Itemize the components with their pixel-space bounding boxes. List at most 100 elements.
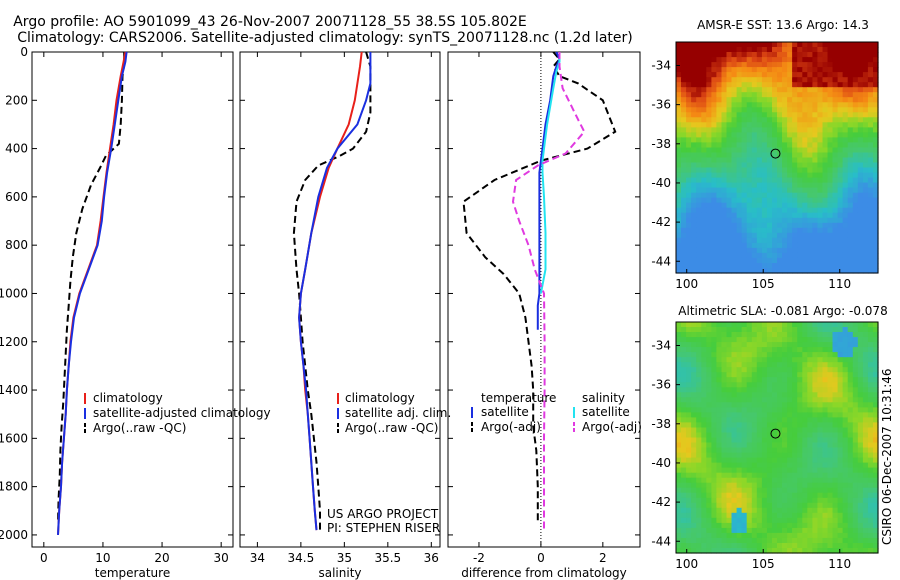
map-cell	[837, 182, 844, 189]
map-cell	[817, 367, 823, 373]
map-cell	[676, 147, 682, 154]
map-cell	[756, 487, 763, 494]
map-cell	[847, 472, 854, 479]
map-cell	[746, 112, 753, 118]
map-cell	[827, 57, 834, 63]
map-cell	[701, 197, 707, 204]
map-cell	[867, 102, 874, 108]
map-cell	[772, 412, 778, 418]
map-cell	[701, 382, 707, 388]
map-cell	[862, 237, 869, 244]
map-cell	[691, 487, 697, 494]
map-cell	[716, 162, 722, 169]
map-cell	[817, 232, 823, 239]
x-tick-label: 20	[154, 551, 169, 565]
map-cell	[772, 367, 778, 373]
map-cell	[862, 172, 869, 179]
map-cell	[837, 482, 844, 489]
map-cell	[847, 432, 854, 439]
map-cell	[802, 462, 808, 469]
map-cell	[873, 207, 879, 214]
x-tick-label: 110	[828, 557, 851, 571]
map-cell	[761, 507, 768, 514]
map-cell	[787, 247, 793, 254]
map-cell	[746, 412, 753, 418]
map-cell	[867, 327, 874, 333]
map-cell	[852, 502, 859, 509]
map-cell	[777, 532, 783, 539]
map-cell	[873, 257, 879, 264]
map-cell	[787, 132, 793, 138]
map-cell	[721, 232, 728, 239]
map-cell	[827, 52, 834, 58]
map-cell	[873, 202, 879, 209]
map-cell	[867, 407, 874, 413]
map-cell	[731, 407, 738, 413]
map-cell	[751, 517, 758, 524]
map-cell	[772, 472, 778, 479]
map-cell	[746, 162, 753, 169]
map-cell	[761, 357, 768, 363]
map-cell	[736, 352, 743, 358]
map-cell	[746, 457, 753, 464]
map-cell	[842, 182, 849, 189]
map-cell	[792, 167, 798, 174]
map-cell	[772, 377, 778, 383]
map-cell	[686, 72, 692, 78]
map-cell	[676, 252, 682, 259]
map-cell	[676, 127, 682, 133]
map-cell	[731, 197, 738, 204]
map-cell	[681, 517, 687, 524]
map-cell	[751, 422, 758, 428]
map-cell	[857, 532, 864, 539]
map-cell	[812, 427, 818, 434]
map-cell	[756, 102, 763, 108]
map-cell	[802, 327, 808, 333]
map-cell	[741, 147, 748, 154]
map-cell	[867, 472, 874, 479]
map-cell	[681, 422, 687, 428]
map-cell	[691, 402, 697, 408]
map-cell	[716, 212, 722, 219]
map-cell	[827, 392, 834, 398]
map-cell	[686, 87, 692, 93]
map-cell	[746, 268, 753, 274]
map-cell	[746, 242, 753, 249]
map-cell	[681, 377, 687, 383]
map-cell	[797, 227, 803, 234]
map-cell	[782, 377, 788, 383]
map-cell	[857, 382, 864, 388]
map-cell	[772, 502, 778, 509]
map-cell	[822, 402, 829, 408]
map-cell	[837, 407, 844, 413]
map-cell	[847, 192, 854, 199]
map-cell	[862, 77, 869, 83]
map-cell	[782, 82, 788, 88]
map-cell	[772, 382, 778, 388]
map-cell	[867, 152, 874, 159]
map-cell	[686, 57, 692, 63]
map-cell	[706, 432, 712, 439]
map-cell	[756, 367, 763, 373]
map-cell	[857, 512, 864, 519]
map-cell	[792, 467, 798, 474]
map-cell	[817, 357, 823, 363]
map-cell	[772, 207, 778, 214]
map-cell	[842, 202, 849, 209]
series-line-salinity-argo-adj-	[511, 52, 586, 531]
map-cell	[787, 97, 793, 103]
map-cell	[691, 367, 697, 373]
map-cell	[812, 232, 818, 239]
map-cell	[842, 212, 849, 219]
map-cell	[777, 57, 783, 63]
map-cell	[842, 112, 849, 118]
map-cell	[751, 427, 758, 434]
map-cell	[756, 47, 763, 53]
map-cell	[832, 47, 839, 53]
map-cell	[837, 192, 844, 199]
map-cell	[867, 507, 874, 514]
map-cell	[842, 247, 849, 254]
series-line-climatology	[298, 51, 363, 531]
map-cell	[797, 487, 803, 494]
map-cell	[766, 357, 773, 363]
